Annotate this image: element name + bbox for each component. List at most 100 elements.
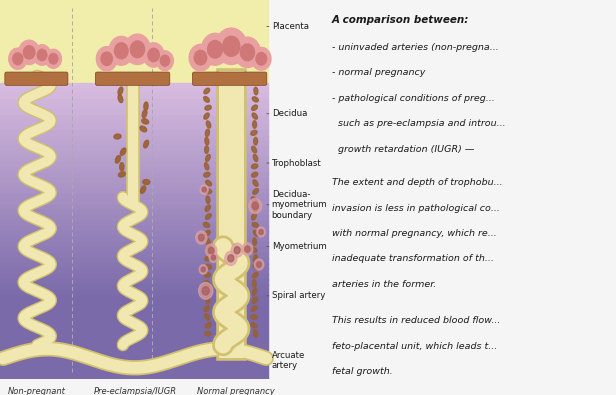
Bar <box>0 194 269 200</box>
Ellipse shape <box>253 230 259 236</box>
Circle shape <box>234 247 240 254</box>
Ellipse shape <box>251 172 257 177</box>
Circle shape <box>208 247 214 254</box>
Ellipse shape <box>114 134 121 139</box>
Circle shape <box>249 198 262 214</box>
Ellipse shape <box>206 214 211 219</box>
Bar <box>0 125 269 131</box>
Ellipse shape <box>253 238 256 245</box>
Ellipse shape <box>251 105 257 111</box>
Circle shape <box>13 53 23 65</box>
Bar <box>0 178 269 184</box>
Ellipse shape <box>251 130 257 135</box>
Ellipse shape <box>251 323 257 328</box>
Ellipse shape <box>206 246 210 254</box>
Circle shape <box>144 43 164 67</box>
Circle shape <box>209 252 217 262</box>
Bar <box>0 130 269 137</box>
Bar <box>0 141 269 147</box>
Bar <box>0 88 269 94</box>
Ellipse shape <box>205 137 209 145</box>
Bar <box>0 83 269 89</box>
Ellipse shape <box>204 306 209 312</box>
Ellipse shape <box>205 280 210 286</box>
Circle shape <box>228 255 234 262</box>
Ellipse shape <box>205 256 211 261</box>
Ellipse shape <box>206 180 211 186</box>
Text: Pre-eclampsia/IUGR: Pre-eclampsia/IUGR <box>94 387 177 395</box>
Text: Placenta: Placenta <box>267 22 309 31</box>
Circle shape <box>231 243 243 257</box>
Ellipse shape <box>253 273 258 278</box>
Circle shape <box>240 44 254 61</box>
Ellipse shape <box>140 126 147 132</box>
Ellipse shape <box>254 137 257 145</box>
Ellipse shape <box>205 189 212 194</box>
Ellipse shape <box>204 88 209 94</box>
Circle shape <box>201 33 229 65</box>
Ellipse shape <box>253 255 257 262</box>
Circle shape <box>245 246 250 252</box>
Circle shape <box>198 282 213 299</box>
Text: growth retardation (IUGR) —: growth retardation (IUGR) — <box>332 145 474 154</box>
Text: such as pre-eclampsia and introu...: such as pre-eclampsia and introu... <box>332 119 506 128</box>
Circle shape <box>242 243 253 256</box>
Text: - uninvaded arteries (non-pregna...: - uninvaded arteries (non-pregna... <box>332 43 499 52</box>
Ellipse shape <box>205 105 211 110</box>
Ellipse shape <box>253 180 258 186</box>
Text: with normal pregnancy, which re...: with normal pregnancy, which re... <box>332 229 497 238</box>
Bar <box>0 296 269 379</box>
Bar <box>0 274 269 280</box>
Circle shape <box>208 41 222 58</box>
Circle shape <box>257 227 265 237</box>
Circle shape <box>49 54 58 64</box>
Ellipse shape <box>253 288 257 295</box>
Bar <box>0 120 269 126</box>
FancyBboxPatch shape <box>95 72 170 85</box>
Circle shape <box>109 36 134 65</box>
Ellipse shape <box>205 331 211 336</box>
Circle shape <box>196 231 207 244</box>
Text: A comparison between:: A comparison between: <box>332 15 469 25</box>
Circle shape <box>124 34 150 64</box>
Circle shape <box>254 259 264 270</box>
Ellipse shape <box>254 87 258 95</box>
Ellipse shape <box>253 264 259 270</box>
Circle shape <box>96 47 117 71</box>
Text: Arcuate
artery: Arcuate artery <box>267 350 305 370</box>
Bar <box>0 167 269 174</box>
Circle shape <box>257 262 261 267</box>
Ellipse shape <box>206 196 210 203</box>
Bar <box>0 157 269 163</box>
Bar <box>0 189 269 195</box>
Ellipse shape <box>206 296 210 304</box>
Bar <box>0 104 269 110</box>
Ellipse shape <box>206 238 210 245</box>
Circle shape <box>251 47 271 70</box>
Bar <box>0 184 269 190</box>
Circle shape <box>259 229 263 235</box>
Ellipse shape <box>205 264 212 269</box>
Ellipse shape <box>253 154 257 162</box>
Ellipse shape <box>118 87 123 95</box>
Ellipse shape <box>251 146 257 153</box>
Circle shape <box>194 50 207 65</box>
Ellipse shape <box>251 306 257 311</box>
Bar <box>0 263 269 269</box>
Text: invasion is less in pathological co...: invasion is less in pathological co... <box>332 203 500 213</box>
Circle shape <box>148 48 160 62</box>
Ellipse shape <box>251 197 257 203</box>
Ellipse shape <box>251 164 258 169</box>
Text: - normal pregnancy: - normal pregnancy <box>332 68 426 77</box>
Ellipse shape <box>205 323 211 328</box>
Text: Spiral artery: Spiral artery <box>267 291 325 300</box>
Bar <box>0 205 269 211</box>
Bar <box>0 226 269 232</box>
Circle shape <box>211 255 216 260</box>
Bar <box>0 199 269 205</box>
Ellipse shape <box>205 314 209 320</box>
Ellipse shape <box>205 230 210 236</box>
Ellipse shape <box>115 156 121 163</box>
Bar <box>0 247 269 253</box>
Bar <box>0 284 269 290</box>
